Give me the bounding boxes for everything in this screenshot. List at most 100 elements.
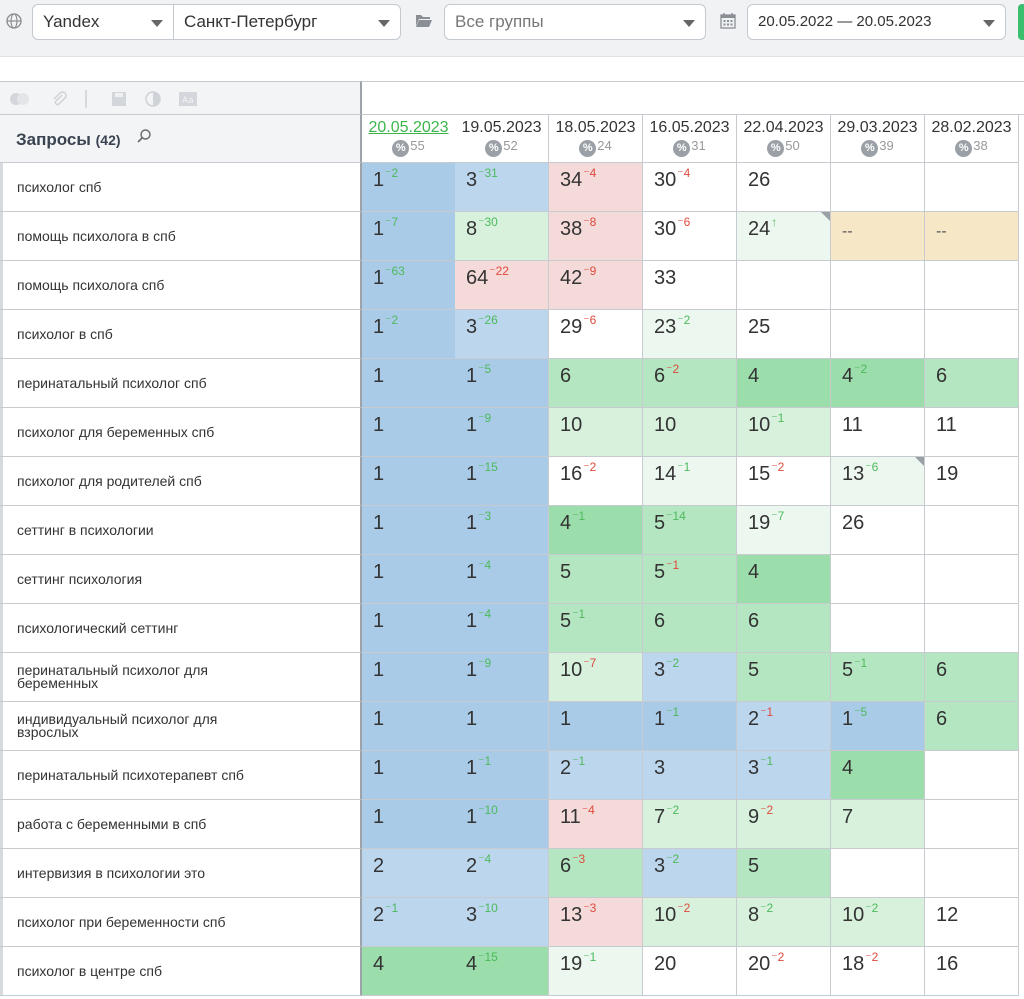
position-cell[interactable]: 6 [737,604,831,653]
position-cell[interactable]: 10⁻1 [737,408,831,457]
position-cell[interactable]: 1⁻4 [455,604,549,653]
position-cell[interactable] [925,555,1019,604]
position-cell[interactable]: 3⁻1 [737,751,831,800]
position-cell[interactable]: 3⁻31 [455,163,549,212]
position-cell[interactable]: 4 [737,555,831,604]
position-cell[interactable]: 2⁻4 [455,849,549,898]
table-row[interactable]: перинатальный психотерапевт спб [0,751,362,800]
position-cell[interactable] [925,800,1019,849]
table-row[interactable]: психолог спб [0,163,362,212]
toggle-icon[interactable] [8,91,32,107]
position-cell[interactable]: 16⁻2 [549,457,643,506]
position-cell[interactable] [925,604,1019,653]
date-column-header[interactable]: 29.03.2023% 39 [831,115,925,163]
date-column-header[interactable]: 22.04.2023% 50 [737,115,831,163]
position-cell[interactable]: 10⁻2 [831,898,925,947]
position-cell[interactable] [831,604,925,653]
date-column-header[interactable]: 28.02.2023% 38 [925,115,1019,163]
search-icon[interactable] [136,128,152,144]
table-row[interactable]: интервизия в психологии это [0,849,362,898]
position-cell[interactable]: 4 [737,359,831,408]
contrast-icon[interactable] [145,91,161,107]
search-engine-select[interactable]: Yandex [32,4,174,40]
position-cell[interactable]: 6 [925,653,1019,702]
position-cell[interactable]: 4 [362,947,456,996]
position-cell[interactable]: 6 [549,359,643,408]
position-cell[interactable] [831,555,925,604]
position-cell[interactable]: 1 [362,359,456,408]
date-range-select[interactable]: 20.05.2022 — 20.05.2023 [747,4,1006,40]
position-cell[interactable]: 10⁻7 [549,653,643,702]
position-cell[interactable] [831,310,925,359]
position-cell[interactable]: 1⁻5 [831,702,925,751]
position-cell[interactable]: 4 [831,751,925,800]
position-cell[interactable] [925,310,1019,359]
position-cell[interactable]: 6 [643,604,737,653]
position-cell[interactable]: 5 [549,555,643,604]
position-cell[interactable]: 5 [737,653,831,702]
position-cell[interactable]: 10⁻2 [643,898,737,947]
position-cell[interactable]: 2⁻1 [737,702,831,751]
position-cell[interactable] [925,751,1019,800]
position-cell[interactable]: 1⁻1 [643,702,737,751]
position-cell[interactable]: 1 [362,604,456,653]
position-cell[interactable]: 5 [737,849,831,898]
position-cell[interactable]: 23⁻2 [643,310,737,359]
position-cell[interactable]: 3 [643,751,737,800]
table-row[interactable]: перинатальный психолог для беременных [0,653,362,702]
position-cell[interactable]: 1 [362,506,456,555]
position-cell[interactable]: 1⁻2 [362,310,456,359]
position-cell[interactable]: 3⁻26 [455,310,549,359]
position-cell[interactable]: 25 [737,310,831,359]
position-cell[interactable]: 20⁻2 [737,947,831,996]
table-row[interactable]: помощь психолога в спб [0,212,362,261]
apply-button[interactable] [1018,4,1024,40]
position-cell[interactable]: 8⁻2 [737,898,831,947]
position-cell[interactable]: 29⁻6 [549,310,643,359]
save-icon[interactable] [111,91,127,107]
position-cell[interactable]: 42⁻9 [549,261,643,310]
position-cell[interactable] [925,506,1019,555]
position-cell[interactable]: 13⁻3 [549,898,643,947]
position-cell[interactable]: 64⁻22 [455,261,549,310]
table-row[interactable]: психолог для беременных спб [0,408,362,457]
position-cell[interactable]: 1 [362,457,456,506]
position-cell[interactable]: 5⁻14 [643,506,737,555]
table-row[interactable]: психолог для родителей спб [0,457,362,506]
position-cell[interactable]: 6 [925,702,1019,751]
region-select[interactable]: Санкт-Петербург [173,4,401,40]
position-cell[interactable]: 1 [362,555,456,604]
position-cell[interactable]: 30⁻6 [643,212,737,261]
position-cell[interactable]: 6 [925,359,1019,408]
position-cell[interactable]: 1 [362,653,456,702]
position-cell[interactable]: -- [831,212,925,261]
table-row[interactable]: помощь психолога спб [0,261,362,310]
table-row[interactable]: психолог при беременности спб [0,898,362,947]
position-cell[interactable]: 20 [643,947,737,996]
table-row[interactable]: перинатальный психолог спб [0,359,362,408]
position-cell[interactable]: -- [925,212,1019,261]
date-column-header[interactable]: 16.05.2023% 31 [643,115,737,163]
position-cell[interactable]: 1⁻9 [455,408,549,457]
position-cell[interactable]: 6⁻2 [643,359,737,408]
position-cell[interactable]: 10 [549,408,643,457]
position-cell[interactable]: 9⁻2 [737,800,831,849]
position-cell[interactable]: 3⁻2 [643,849,737,898]
position-cell[interactable]: 24↑ [737,212,831,261]
position-cell[interactable]: 1⁻7 [362,212,456,261]
position-cell[interactable]: 1 [362,751,456,800]
position-cell[interactable]: 5⁻1 [549,604,643,653]
position-cell[interactable]: 1⁻15 [455,457,549,506]
position-cell[interactable]: 11 [831,408,925,457]
position-cell[interactable]: 2⁻1 [362,898,456,947]
position-cell[interactable] [925,849,1019,898]
position-cell[interactable]: 16 [925,947,1019,996]
position-cell[interactable]: 2 [362,849,456,898]
position-cell[interactable]: 1 [549,702,643,751]
position-cell[interactable] [925,163,1019,212]
position-cell[interactable]: 19⁻1 [549,947,643,996]
font-size-icon[interactable]: Aa [179,91,197,107]
position-cell[interactable]: 11⁻4 [549,800,643,849]
position-cell[interactable]: 1 [362,702,456,751]
position-cell[interactable] [831,261,925,310]
